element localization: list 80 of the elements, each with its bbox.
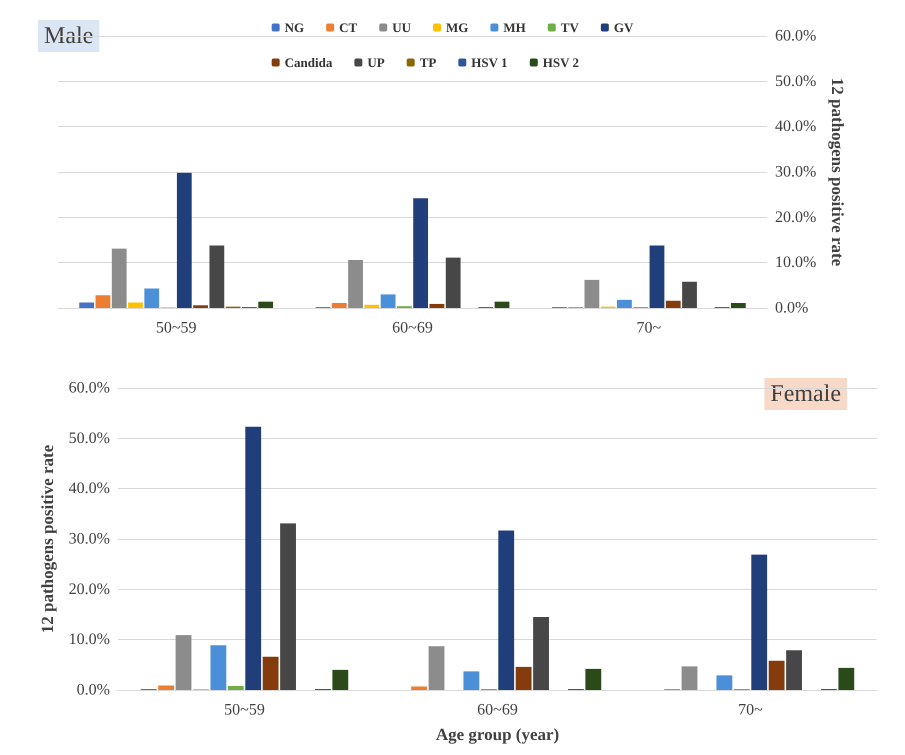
bar [380, 294, 396, 308]
y2-tick-label: 20.0% [775, 208, 816, 226]
bar [245, 426, 262, 690]
bar [516, 666, 532, 690]
bar [428, 646, 444, 690]
y2-tick-label: 50.0% [775, 72, 816, 90]
y2-tick-label: 30.0% [775, 164, 816, 180]
legend-label: NG [284, 20, 304, 35]
y-axis-title: 12 pathogens positive rate [38, 444, 57, 634]
bar [751, 554, 768, 690]
bar [258, 302, 274, 308]
x-tick-label: 50~59 [156, 320, 196, 336]
bar [79, 302, 94, 308]
legend-label: UU [392, 20, 412, 35]
x-tick-label: 60~69 [477, 702, 518, 718]
legend-label: CT [339, 20, 358, 35]
y-tick-label: 0.0% [76, 682, 110, 698]
legend-label: MG [446, 20, 468, 35]
legend-label: MH [503, 20, 526, 35]
bar [584, 280, 600, 308]
bar [585, 668, 602, 690]
bar [280, 523, 296, 690]
y-tick-label: 50.0% [68, 430, 110, 447]
legend-label: HSV 1 [471, 55, 508, 70]
bar [193, 305, 208, 308]
y-tick-label: 60.0% [68, 380, 110, 396]
bar [210, 645, 226, 690]
legend-label: TP [420, 55, 436, 70]
bar [716, 675, 732, 690]
bar [411, 686, 428, 690]
bar [650, 245, 664, 308]
bar [228, 686, 244, 690]
y2-tick-label: 40.0% [775, 118, 816, 136]
y2-axis-title: 12 pathogens positive rate [828, 78, 847, 267]
bar [176, 172, 192, 308]
y-tick-label: 30.0% [68, 530, 110, 548]
bar [730, 303, 746, 308]
legend-label: UP [367, 55, 385, 70]
bar [617, 300, 632, 308]
x-tick-label: 60~69 [392, 320, 433, 336]
bar [158, 685, 174, 690]
bar [144, 288, 160, 308]
bar [446, 258, 461, 308]
bar [332, 670, 348, 690]
x-tick-label: 70~ [738, 702, 764, 718]
bar [666, 300, 681, 308]
bar [494, 302, 510, 308]
annotation: Female [770, 381, 841, 407]
bar [364, 304, 380, 308]
legend-label: HSV 2 [542, 55, 580, 70]
bar [112, 248, 127, 308]
legend-label: GV [614, 20, 634, 35]
y-tick-label: 40.0% [68, 480, 110, 498]
bar [430, 304, 444, 308]
bar [768, 660, 785, 690]
bar [332, 303, 347, 308]
legend-label: TV [560, 20, 580, 35]
bar [463, 671, 480, 690]
bar [413, 198, 428, 308]
bar [96, 295, 110, 308]
y-tick-label: 20.0% [68, 580, 110, 598]
y-tick-label: 10.0% [68, 631, 110, 648]
bar [348, 260, 363, 308]
bar [209, 245, 224, 308]
bar [262, 656, 279, 690]
bar [838, 668, 854, 690]
x-axis-title: Age group (year) [436, 725, 560, 744]
x-tick-label: 50~59 [224, 702, 265, 718]
y2-tick-label: 10.0% [775, 254, 816, 272]
y2-tick-label: 0.0% [775, 300, 808, 316]
bar [682, 282, 697, 308]
bar [128, 302, 143, 308]
x-tick-label: 70~ [636, 320, 662, 336]
bar [533, 617, 549, 690]
bar [498, 530, 514, 690]
y2-tick-label: 60.0% [775, 28, 816, 44]
bar [176, 635, 192, 690]
bar [786, 650, 802, 690]
bar [682, 666, 698, 690]
legend-label: Candida [284, 55, 333, 70]
